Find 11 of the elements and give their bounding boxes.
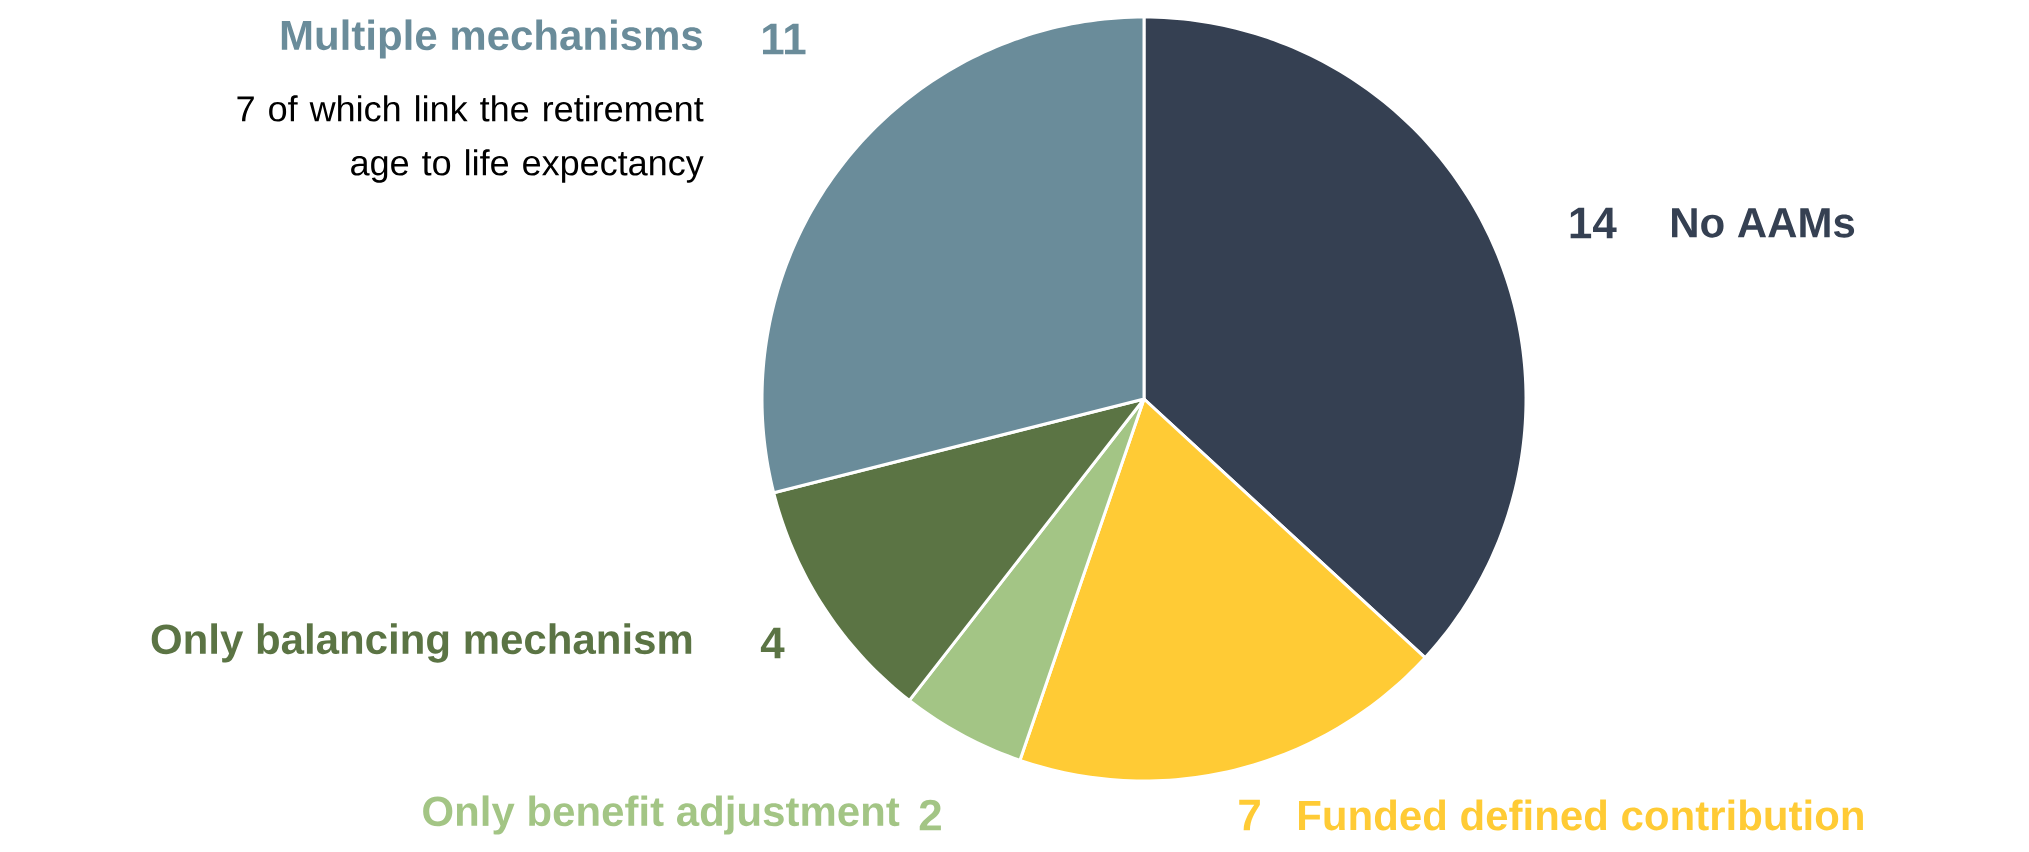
data-label: 2 bbox=[919, 799, 941, 831]
slice-label: Only balancing mechanism bbox=[151, 623, 692, 663]
data-label: 11 bbox=[762, 23, 806, 55]
slice-label: Only benefit adjustment bbox=[423, 795, 900, 835]
data-label: 4 bbox=[760, 627, 785, 659]
data-label: 7 bbox=[1239, 799, 1260, 831]
text: 7 of which link the retirement age to life expectancy bbox=[237, 95, 704, 183]
slice-label: No AAMs bbox=[1672, 208, 1855, 238]
slice-label: Multiple mechanisms bbox=[281, 19, 703, 59]
data-label: 14 bbox=[1570, 207, 1617, 239]
slice-label: Funded defined contribution bbox=[1299, 799, 1863, 831]
